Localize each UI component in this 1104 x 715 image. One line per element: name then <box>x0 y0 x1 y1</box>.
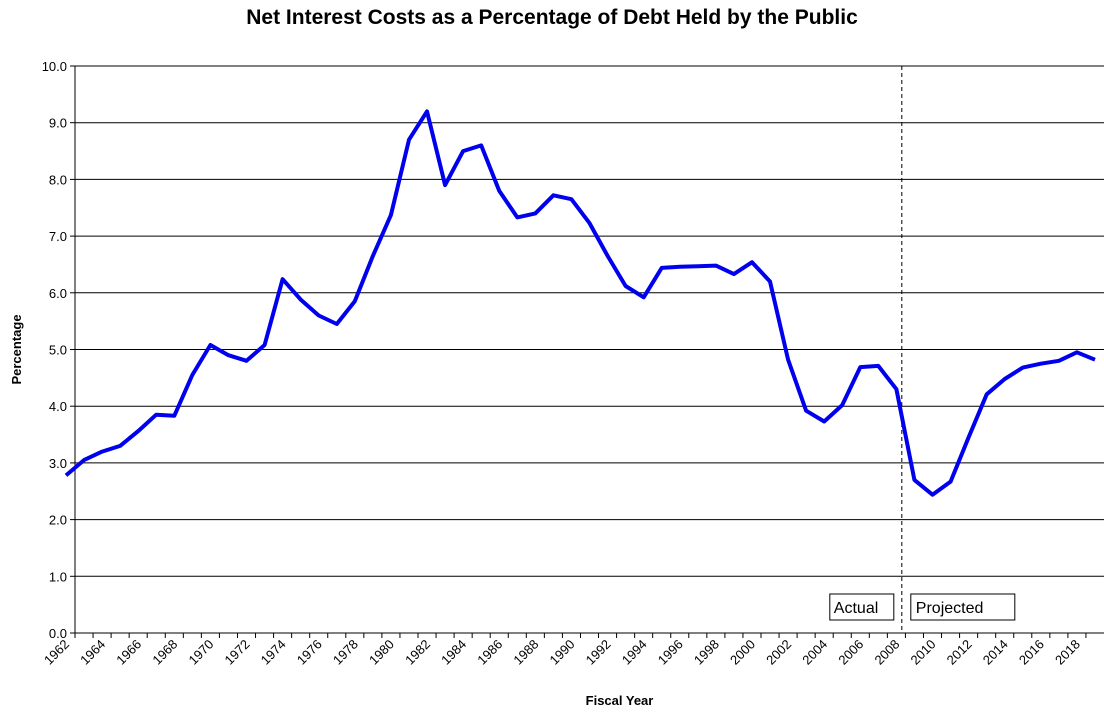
y-tick-label: 0.0 <box>49 626 67 641</box>
x-tick-label: 1984 <box>438 637 469 668</box>
actual-label: Actual <box>834 600 878 617</box>
projected-label: Projected <box>916 600 984 617</box>
x-tick-label: 1982 <box>402 637 433 668</box>
x-tick-label: 1992 <box>583 637 614 668</box>
gridlines <box>75 65 1104 577</box>
x-tick-label: 2018 <box>1052 637 1083 668</box>
projected-label-box <box>910 593 1016 621</box>
x-tick-label: 1986 <box>474 637 505 668</box>
x-tick-label: 1976 <box>294 637 325 668</box>
axes <box>70 65 1104 638</box>
y-tick-label: 1.0 <box>49 569 67 584</box>
x-tick-label: 2008 <box>871 637 902 668</box>
x-tick-label: 1978 <box>330 637 361 668</box>
x-tick-label: 1980 <box>366 637 397 668</box>
y-tick-label: 2.0 <box>49 513 67 528</box>
x-tick-label: 2014 <box>980 637 1011 668</box>
actual-label-box <box>829 593 895 621</box>
x-tick-labels: 1962 1964 1966 1968 1970 1972 1974 1976 1978 1980… <box>41 637 1083 668</box>
y-tick-label: 10.0 <box>42 59 67 74</box>
x-tick-label: 2000 <box>727 637 758 668</box>
x-tick-label: 2004 <box>799 637 830 668</box>
x-tick-label: 1998 <box>691 637 722 668</box>
x-tick-label: 1966 <box>113 637 144 668</box>
x-tick-label: 1972 <box>222 637 253 668</box>
y-tick-labels: 0.0 1.0 2.0 3.0 4.0 5.0 6.0 7.0 8.0 9.0 10.0 <box>42 59 67 641</box>
y-axis-label: Percentage <box>9 314 24 384</box>
y-tick-label: 8.0 <box>49 172 67 187</box>
y-tick-label: 5.0 <box>49 343 67 358</box>
y-tick-label: 6.0 <box>49 286 67 301</box>
x-tick-label: 2012 <box>944 637 975 668</box>
x-tick-label: 2010 <box>908 637 939 668</box>
x-tick-label: 1974 <box>258 637 289 668</box>
y-tick-label: 7.0 <box>49 229 67 244</box>
x-tick-label: 1964 <box>77 637 108 668</box>
x-tick-label: 1994 <box>619 637 650 668</box>
y-tick-label: 3.0 <box>49 456 67 471</box>
x-tick-label: 1968 <box>149 637 180 668</box>
chart-title: Net Interest Costs as a Percentage of De… <box>246 6 858 29</box>
x-tick-label: 2016 <box>1016 637 1047 668</box>
y-tick-label: 9.0 <box>49 116 67 131</box>
x-tick-label: 2006 <box>835 637 866 668</box>
y-tick-label: 4.0 <box>49 399 67 414</box>
x-tick-label: 1996 <box>655 637 686 668</box>
x-tick-label: 1962 <box>41 637 72 668</box>
series-line <box>64 109 1096 497</box>
x-tick-label: 1970 <box>185 637 216 668</box>
x-tick-label: 1990 <box>547 637 578 668</box>
x-axis-label: Fiscal Year <box>586 693 654 708</box>
x-tick-label: 2002 <box>763 637 794 668</box>
x-tick-label: 1988 <box>510 637 541 668</box>
